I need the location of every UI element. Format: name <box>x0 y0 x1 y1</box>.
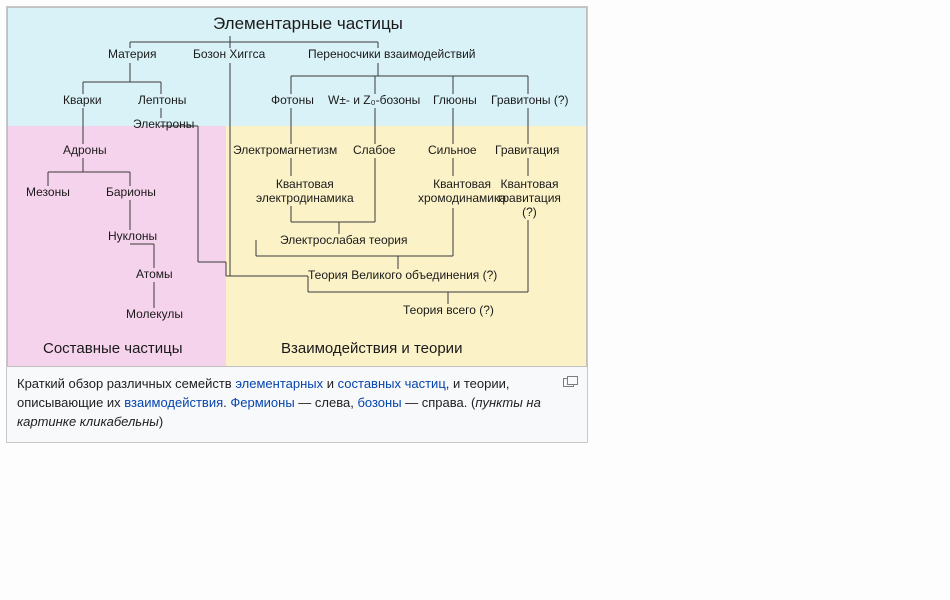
caption-fragment: Краткий обзор различных семейств <box>17 376 235 391</box>
node-gluons[interactable]: Глюоны <box>433 94 477 108</box>
caption-fragment: — слева, <box>295 395 358 410</box>
node-nucleons[interactable]: Нуклоны <box>108 230 157 244</box>
node-em[interactable]: Электромагнетизм <box>233 144 337 158</box>
node-toe[interactable]: Теория всего (?) <box>403 304 494 318</box>
node-leptons[interactable]: Лептоны <box>138 94 186 108</box>
caption-link[interactable]: элементарных <box>235 376 323 391</box>
node-title[interactable]: Элементарные частицы <box>213 14 403 34</box>
caption-link[interactable]: бозоны <box>357 395 401 410</box>
figure-thumb: Элементарные частицы Материя Бозон Хиггса П… <box>6 6 588 443</box>
caption-link[interactable]: взаимодействия <box>124 395 223 410</box>
node-gravitons[interactable]: Гравитоны (?) <box>491 94 569 108</box>
caption-text: Краткий обзор различных семейств элемент… <box>17 376 541 429</box>
node-electrons[interactable]: Электроны <box>133 118 194 132</box>
node-higgs[interactable]: Бозон Хиггса <box>193 48 265 62</box>
node-atoms[interactable]: Атомы <box>136 268 173 282</box>
particle-diagram[interactable]: Элементарные частицы Материя Бозон Хиггса П… <box>7 7 587 367</box>
node-qcd[interactable]: Квантоваяхромодинамика <box>418 178 506 206</box>
node-strong[interactable]: Сильное <box>428 144 477 158</box>
figure-caption: Краткий обзор различных семейств элемент… <box>7 367 587 442</box>
node-molecules[interactable]: Молекулы <box>126 308 183 322</box>
region-left <box>8 126 226 366</box>
caption-fragment: — справа. ( <box>402 395 476 410</box>
node-matter[interactable]: Материя <box>108 48 156 62</box>
node-qed[interactable]: Квантоваяэлектродинамика <box>256 178 354 206</box>
caption-link[interactable]: Фермионы <box>230 395 294 410</box>
node-hadrons[interactable]: Адроны <box>63 144 107 158</box>
caption-fragment: и <box>323 376 338 391</box>
caption-fragment: ) <box>159 414 163 429</box>
node-interactions_title[interactable]: Взаимодействия и теории <box>281 340 462 357</box>
node-photons[interactable]: Фотоны <box>271 94 314 108</box>
node-gut[interactable]: Теория Великого объединения (?) <box>308 269 497 283</box>
node-qgrav[interactable]: Квантоваягравитация(?) <box>498 178 561 219</box>
node-weak[interactable]: Слабое <box>353 144 396 158</box>
enlarge-icon[interactable] <box>563 375 579 387</box>
node-gravity[interactable]: Гравитация <box>495 144 559 158</box>
node-composites_title[interactable]: Составные частицы <box>43 340 183 357</box>
node-quarks[interactable]: Кварки <box>63 94 102 108</box>
node-wzbosons[interactable]: W±- и Z₀-бозоны <box>328 94 420 108</box>
node-baryons[interactable]: Барионы <box>106 186 156 200</box>
caption-link[interactable]: составных частиц <box>338 376 446 391</box>
node-mesons[interactable]: Мезоны <box>26 186 70 200</box>
node-carriers[interactable]: Переносчики взаимодействий <box>308 48 476 62</box>
node-electroweak[interactable]: Электрослабая теория <box>280 234 408 248</box>
